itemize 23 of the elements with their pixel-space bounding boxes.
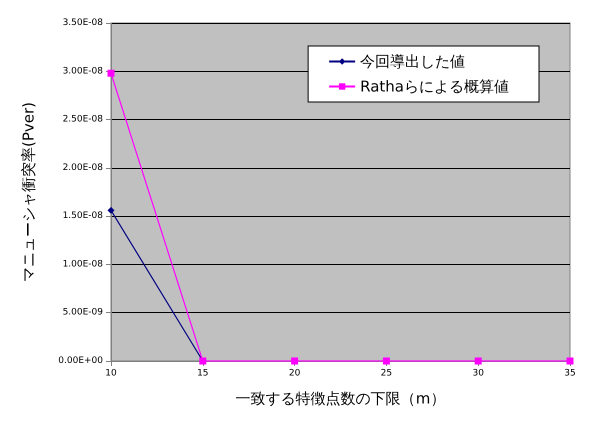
- point: [382, 358, 390, 364]
- x-tick-label: 15: [197, 368, 209, 378]
- point: [108, 70, 114, 77]
- x-tick-label: 25: [380, 368, 392, 378]
- x-axis-title: 一致する特徴点数の下限（m）: [236, 390, 446, 408]
- y-tick-label: 2.00E-08: [62, 162, 104, 173]
- point: [108, 206, 114, 214]
- x-tick-label: 20: [288, 368, 301, 378]
- legend-label: 今回導出した値: [360, 52, 466, 70]
- point: [291, 358, 298, 364]
- x-tick-label: 35: [564, 368, 576, 378]
- y-tick-label: 1.00E-08: [62, 259, 104, 270]
- legend-label: Rathaらによる概算値: [360, 78, 510, 96]
- x-tick-label: 10: [105, 368, 117, 378]
- y-axis-title: マニューシャ衝突率(Pver): [20, 102, 38, 282]
- y-tick-label: 1.50E-08: [62, 211, 104, 222]
- y-tick-label: 5.00E-09: [62, 308, 104, 318]
- y-tick-label: 2.50E-08: [62, 114, 104, 125]
- y-tick-label: 0.00E+00: [58, 356, 104, 366]
- x-tick-label: 30: [472, 368, 484, 378]
- y-tick-label: 3.50E-08: [62, 18, 104, 28]
- point: [474, 358, 482, 364]
- y-tick-label: 3.00E-08: [62, 66, 104, 76]
